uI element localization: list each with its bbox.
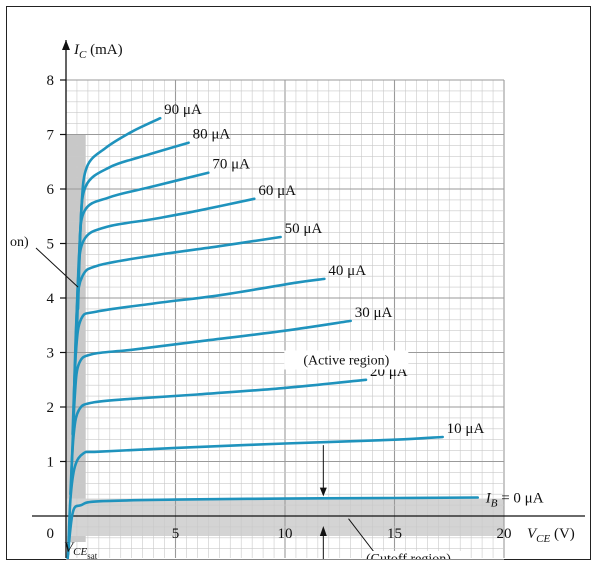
y-tick-label: 1 xyxy=(47,455,55,471)
curve-90-a xyxy=(76,116,162,311)
y-axis-arrow xyxy=(62,40,70,50)
curve-label: 80 μA xyxy=(193,127,231,143)
x-axis-label: VCE (V) xyxy=(527,526,575,545)
y-tick-label: 3 xyxy=(47,346,55,362)
curve-i-b-0-a xyxy=(66,496,479,559)
cutoff-label-bg xyxy=(363,551,464,559)
saturation-label-bg xyxy=(8,233,38,251)
curve-20-a xyxy=(69,378,368,496)
y-tick-label: 8 xyxy=(47,73,55,89)
x-tick-label: 0 xyxy=(47,526,55,542)
curve-label: 50 μA xyxy=(285,221,323,237)
curve-30-a xyxy=(70,319,352,474)
y-tick-label: 6 xyxy=(47,182,55,198)
y-tick-label: 4 xyxy=(47,291,55,307)
saturation-region-label: on) xyxy=(10,235,29,250)
curve-label: 70 μA xyxy=(212,157,250,173)
x-tick-label: 10 xyxy=(278,526,293,542)
saturation-leader-line xyxy=(35,247,79,288)
cutoff-region-label: (Cutoff region) xyxy=(366,552,451,566)
cutoff-arrowhead-top xyxy=(319,487,327,497)
active-region-bg xyxy=(284,350,409,370)
curve-label: 90 μA xyxy=(164,102,202,118)
y-tick-label: 2 xyxy=(47,400,55,416)
curve-label: 60 μA xyxy=(258,183,296,199)
curve-50-a xyxy=(72,235,282,409)
chart-grid xyxy=(65,79,505,560)
chart-curves xyxy=(66,116,479,559)
x-tick-label: 5 xyxy=(172,526,180,542)
chart-axes xyxy=(32,40,585,558)
active-region-label: (Active region) xyxy=(303,353,389,368)
x-tick-label: 20 xyxy=(497,526,512,542)
vcesat-label: VCEsat xyxy=(64,540,98,561)
curve-label: IB = 0 μA xyxy=(485,490,544,509)
curve-label: 10 μA xyxy=(447,421,485,437)
cutoff-arrowhead-bottom xyxy=(319,526,327,536)
y-axis-label: IC (mA) xyxy=(73,42,123,61)
y-tick-label: 5 xyxy=(47,237,55,253)
curve-label: 40 μA xyxy=(328,263,366,279)
cutoff-leader-line xyxy=(348,518,376,554)
curve-label: 30 μA xyxy=(355,305,393,321)
x-tick-label: 15 xyxy=(387,526,402,542)
chart-labels: 1 2 3 4 5 6 7 8 0 5 10 15 20 IC (mA) VCE (V) VCEsat IB =… xyxy=(8,42,575,566)
y-tick-label: 7 xyxy=(47,128,55,144)
